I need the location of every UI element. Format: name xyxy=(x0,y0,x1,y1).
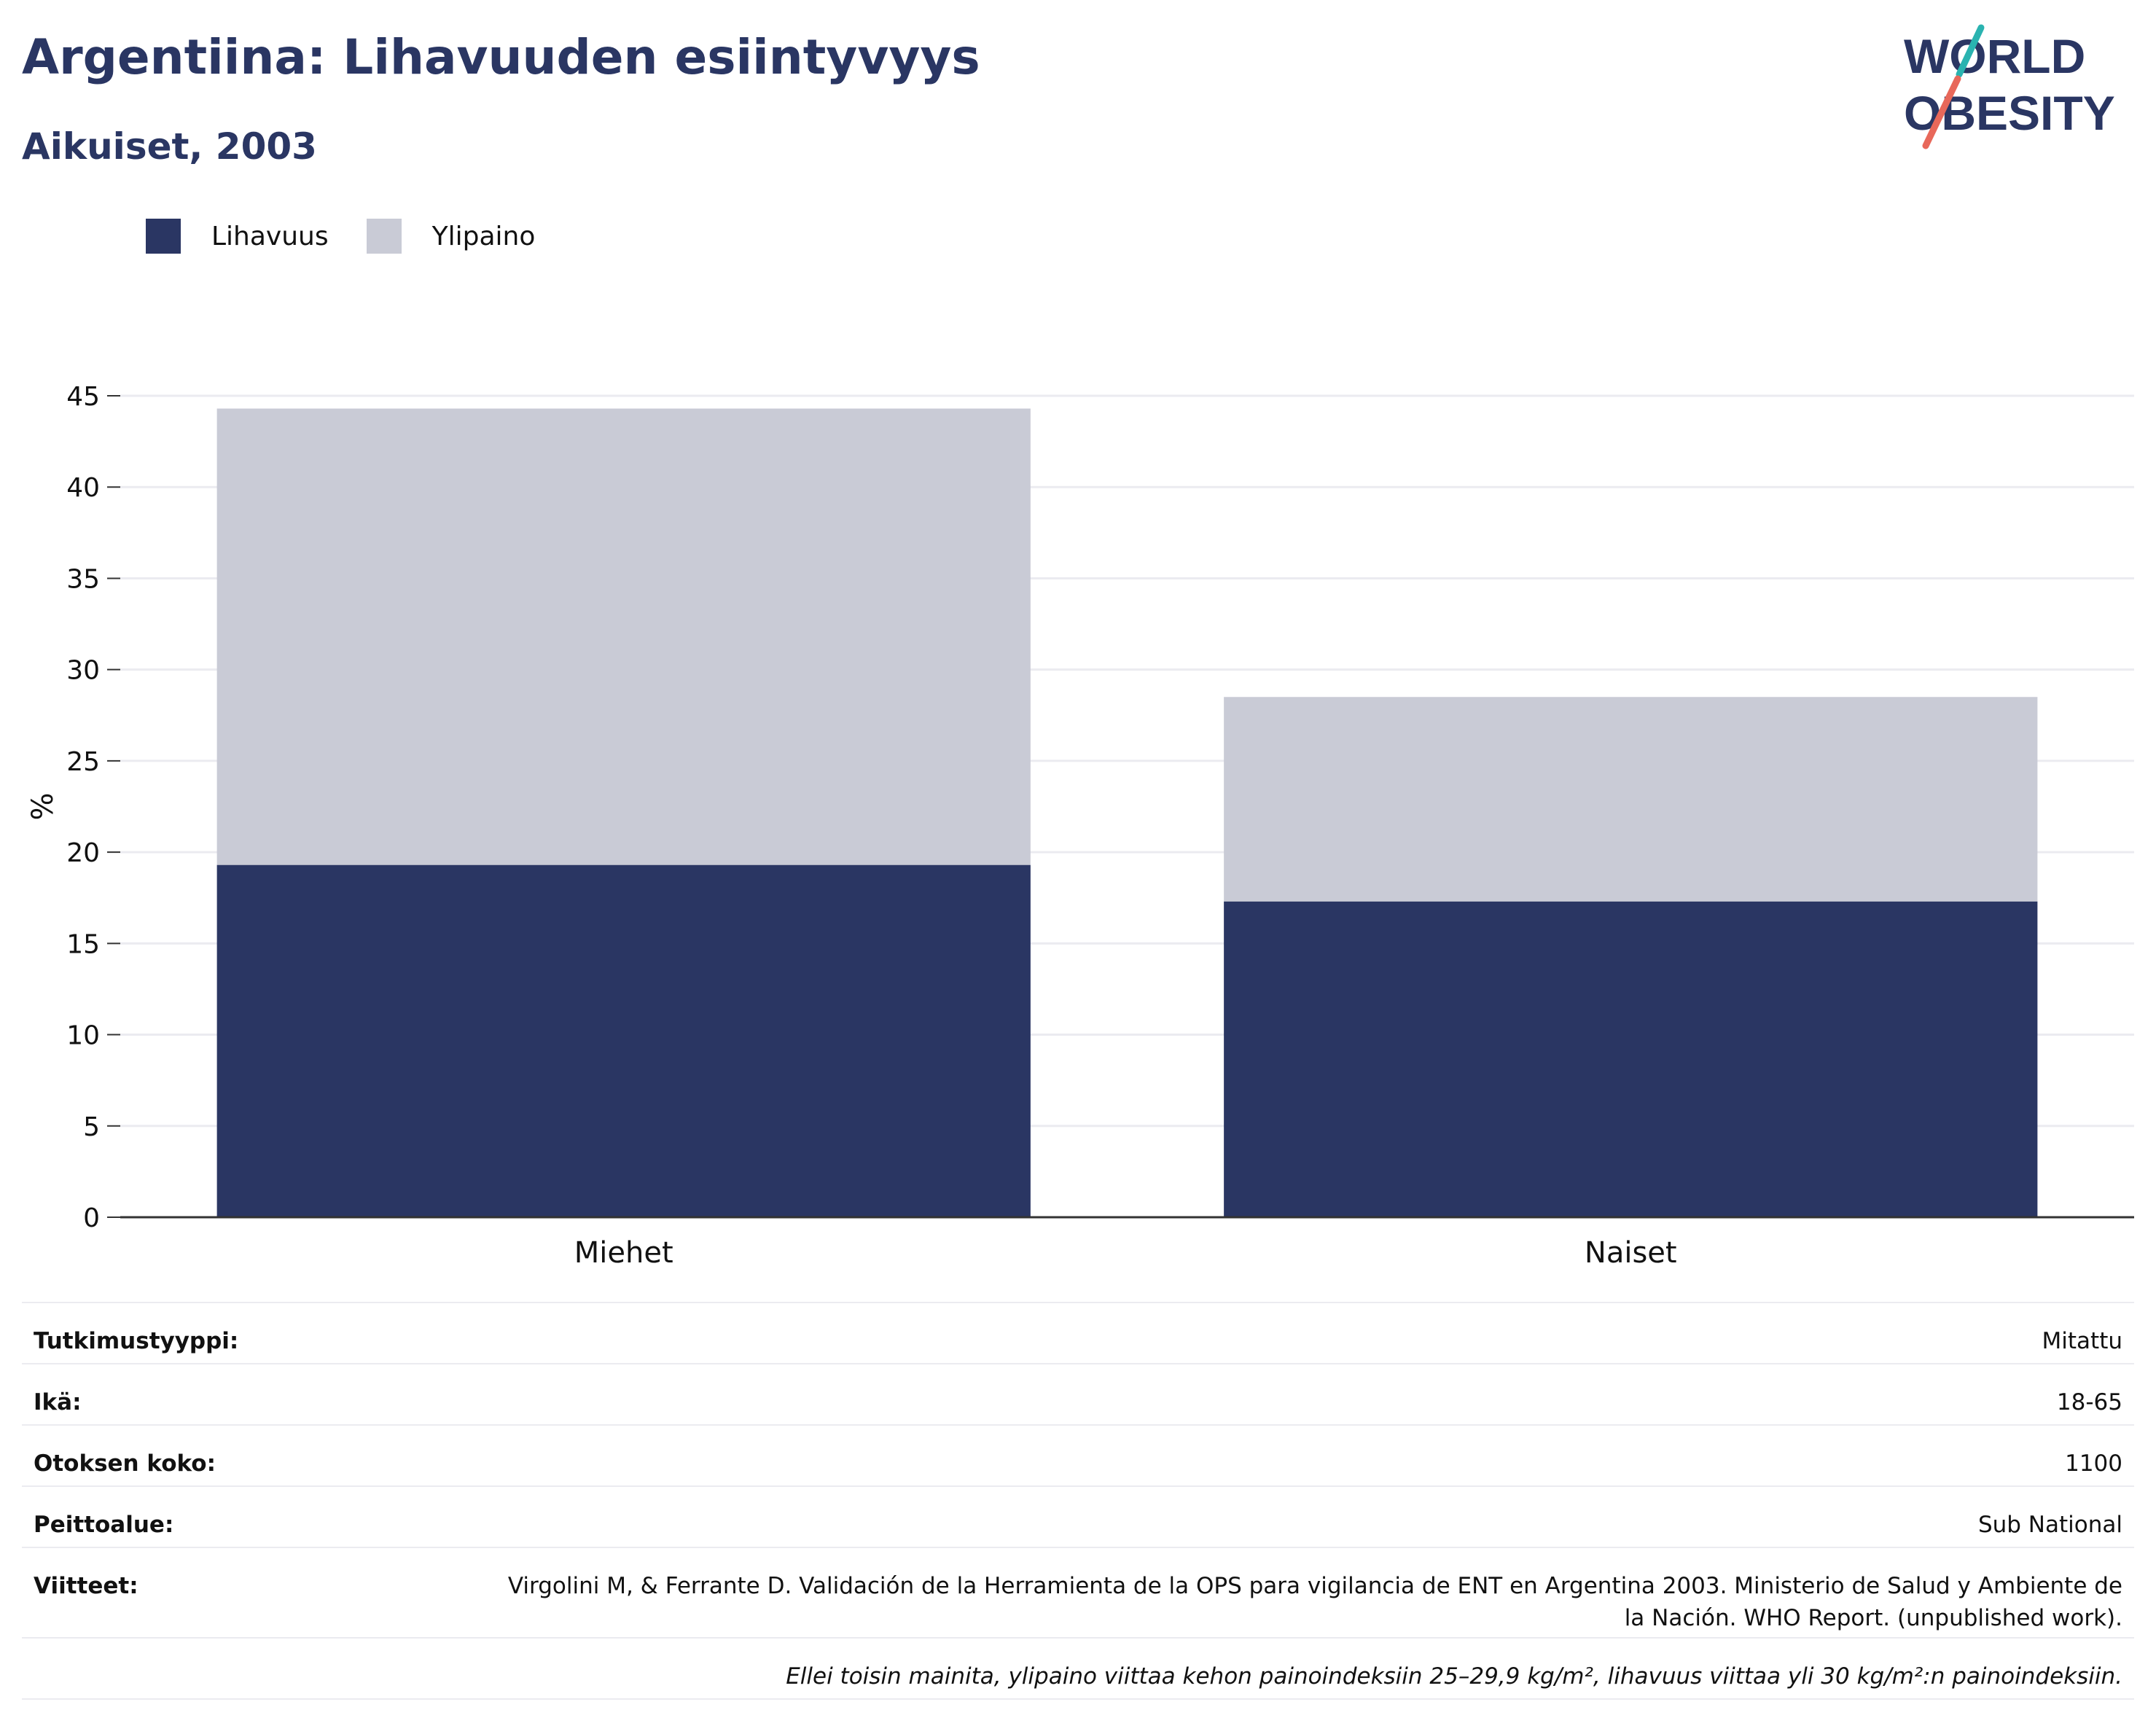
table-row: Tutkimustyyppi: Mitattu xyxy=(22,1303,2134,1364)
row-value: Virgolini M, & Ferrante D. Validación de… xyxy=(507,1573,2122,1631)
logo-teal-stroke xyxy=(1956,24,1985,78)
row-label: Viitteet: xyxy=(34,1573,138,1599)
y-tick-label: 25 xyxy=(66,747,100,777)
legend-item-ylipaino[interactable]: Ylipaino xyxy=(366,219,536,254)
note-text: Ellei toisin mainita, ylipaino viittaa k… xyxy=(786,1663,2122,1690)
chart-legend: Lihavuus Ylipaino xyxy=(146,219,573,254)
legend-label-ylipaino: Ylipaino xyxy=(431,221,536,251)
definition-note: Ellei toisin mainita, ylipaino viittaa k… xyxy=(22,1639,2134,1700)
table-row: Peittoalue: Sub National xyxy=(22,1487,2134,1548)
page-subtitle: Aikuiset, 2003 xyxy=(22,125,317,168)
y-tick-label: 40 xyxy=(66,473,100,503)
y-tick-label: 0 xyxy=(83,1203,100,1233)
y-tick-label: 20 xyxy=(66,838,100,868)
page-title: Argentiina: Lihavuuden esiintyvyys xyxy=(22,29,980,85)
world-obesity-logo: WORLD OBESITY xyxy=(1904,24,2115,149)
row-value: Sub National xyxy=(1977,1512,2122,1538)
bar-ylipaino-miehet xyxy=(216,408,1031,865)
row-value: Mitattu xyxy=(2042,1328,2122,1354)
legend-label-lihavuus: Lihavuus xyxy=(211,221,329,251)
y-tick-label: 10 xyxy=(66,1021,100,1051)
y-tick-label: 35 xyxy=(66,564,100,594)
y-tick-label: 30 xyxy=(66,656,100,686)
legend-swatch-ylipaino xyxy=(366,219,402,254)
y-tick-label: 45 xyxy=(66,382,100,412)
logo-coral-stroke xyxy=(1922,75,1961,149)
row-label: Tutkimustyyppi: xyxy=(34,1328,239,1354)
row-value: 18-65 xyxy=(2056,1389,2122,1415)
bar-ylipaino-naiset xyxy=(1224,697,2038,902)
stacked-bar-chart: 0 5 10 15 20 25 30 35 40 45% Miehet Naiset xyxy=(26,382,2134,1270)
y-axis-label: % xyxy=(26,792,60,820)
row-label: Ikä: xyxy=(34,1389,82,1415)
table-row: Otoksen koko: 1100 xyxy=(22,1426,2134,1487)
bar-lihavuus-naiset xyxy=(1224,901,2038,1217)
y-tick-label: 15 xyxy=(66,929,100,959)
x-tick-label: Naiset xyxy=(1585,1236,1677,1270)
legend-item-lihavuus[interactable]: Lihavuus xyxy=(146,219,329,254)
table-row: Viitteet: Virgolini M, & Ferrante D. Val… xyxy=(22,1548,2134,1639)
y-tick-label: 5 xyxy=(83,1112,100,1142)
metadata-table: Tutkimustyyppi: Mitattu Ikä: 18-65 Otoks… xyxy=(22,1302,2134,1700)
row-value: 1100 xyxy=(2065,1450,2122,1477)
row-label: Otoksen koko: xyxy=(34,1450,216,1477)
legend-swatch-lihavuus xyxy=(146,219,181,254)
bar-lihavuus-miehet xyxy=(216,864,1031,1217)
x-tick-label: Miehet xyxy=(574,1236,673,1270)
logo-word-world: WORLD xyxy=(1904,29,2085,83)
table-row: Ikä: 18-65 xyxy=(22,1364,2134,1426)
row-label: Peittoalue: xyxy=(34,1512,174,1538)
